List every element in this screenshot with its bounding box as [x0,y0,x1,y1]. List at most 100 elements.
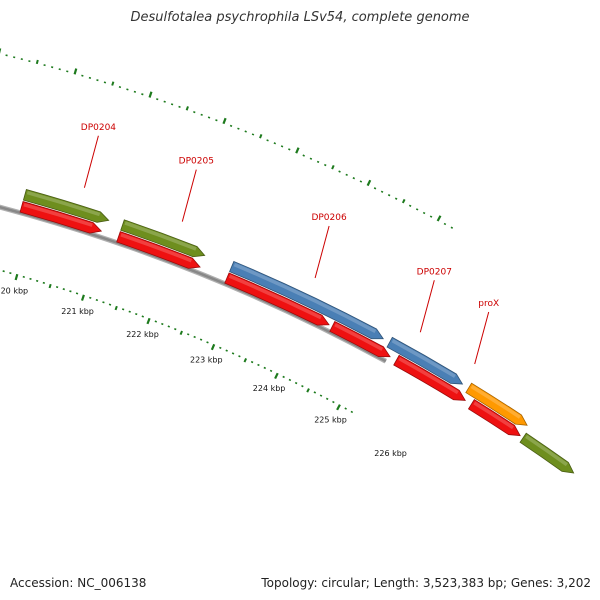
minor-tick [219,346,222,349]
minor-tick [250,360,254,364]
minor-tick [259,134,263,139]
minor-tick [89,296,92,299]
minor-tick [324,163,327,167]
major-tick [14,273,19,281]
major-tick [222,117,227,125]
major-tick [210,343,216,351]
minor-tick [163,100,166,103]
minor-tick [207,116,211,119]
minor-tick [186,333,190,336]
major-tick [146,317,151,325]
minor-tick [282,375,285,379]
minor-tick [288,148,291,151]
gene-label: DP0206 [311,213,347,223]
minor-tick [244,130,247,133]
genome-stats-text: Topology: circular; Length: 3,523,383 bp… [261,576,591,590]
minor-tick [266,139,269,142]
minor-tick [185,106,189,111]
minor-tick [48,283,52,289]
minor-tick [350,410,354,414]
minor-tick [301,384,304,388]
gene-label: DP0207 [417,267,452,277]
tick-label: 221 kbp [61,307,94,316]
feature-arrow-red [467,399,521,437]
minor-tick [401,198,406,204]
minor-tick [380,190,384,193]
minor-tick [273,142,277,145]
feature-arrow-red [116,231,201,269]
minor-tick [450,226,454,229]
minor-tick [331,164,335,170]
minor-tick [263,366,267,370]
backbone-line [0,206,387,363]
minor-tick [422,211,426,215]
backbone-layer [0,204,388,364]
minor-tick [193,111,196,114]
minor-tick [313,391,317,394]
feature-arrow-dp0207 [386,336,464,385]
tick-label: 226 kbp [374,449,407,458]
minor-tick [231,352,235,355]
minor-tick [332,400,335,404]
gene-leader-line [181,169,197,222]
minor-tick [345,173,348,176]
tick-label: 222 kbp [126,330,159,339]
minor-tick [238,355,241,358]
minor-tick [237,127,240,130]
minor-tick [319,394,323,397]
minor-tick [111,81,115,86]
accession-text: Accession: NC_006138 [10,576,147,590]
tick-label: 224 kbp [253,384,286,393]
minor-tick [316,160,320,164]
minor-tick [154,320,158,323]
minor-tick [429,215,433,218]
minor-tick [179,330,183,336]
gene-leader-line [314,225,330,279]
feature-arrow-dp0206 [229,260,384,340]
minor-tick [294,381,298,385]
feature-arrow-red [329,320,391,358]
minor-tick [373,187,377,190]
minor-tick [35,59,39,65]
feature-arrow-red [393,354,466,401]
tick-label: 225 kbp [314,415,347,424]
minor-tick [243,358,248,363]
feature-layer [19,189,575,474]
minor-tick [344,407,347,410]
minor-tick [95,298,99,302]
gene-leader-line [419,280,435,333]
gene-leader-line [83,135,99,188]
gene-leader-line [474,311,490,365]
major-tick [295,147,300,154]
minor-tick [325,397,329,401]
minor-tick [170,103,174,106]
minor-tick [128,310,131,313]
feature-arrow-red [224,272,330,326]
minor-tick [387,194,391,197]
minor-tick [257,363,260,367]
minor-tick [229,124,233,127]
minor-tick [121,308,125,311]
minor-tick [102,301,105,304]
minor-tick [415,208,419,211]
major-tick [73,68,78,75]
minor-tick [408,204,412,207]
minor-tick [193,335,196,339]
minor-tick [156,98,159,101]
minor-tick [306,388,310,393]
minor-tick [161,322,164,326]
feature-arrow-orange [465,382,528,426]
tick-label: 223 kbp [190,356,223,365]
feature-arrow-dp0205 [120,219,206,258]
minor-tick [338,170,341,173]
minor-tick [114,305,118,311]
major-tick [80,294,85,301]
minor-tick [215,119,218,122]
gene-label: DP0205 [179,157,214,167]
major-tick [148,91,153,98]
gene-label: DP0204 [81,123,117,133]
tick-label: 220 kbp [0,287,28,296]
major-tick [336,404,341,411]
